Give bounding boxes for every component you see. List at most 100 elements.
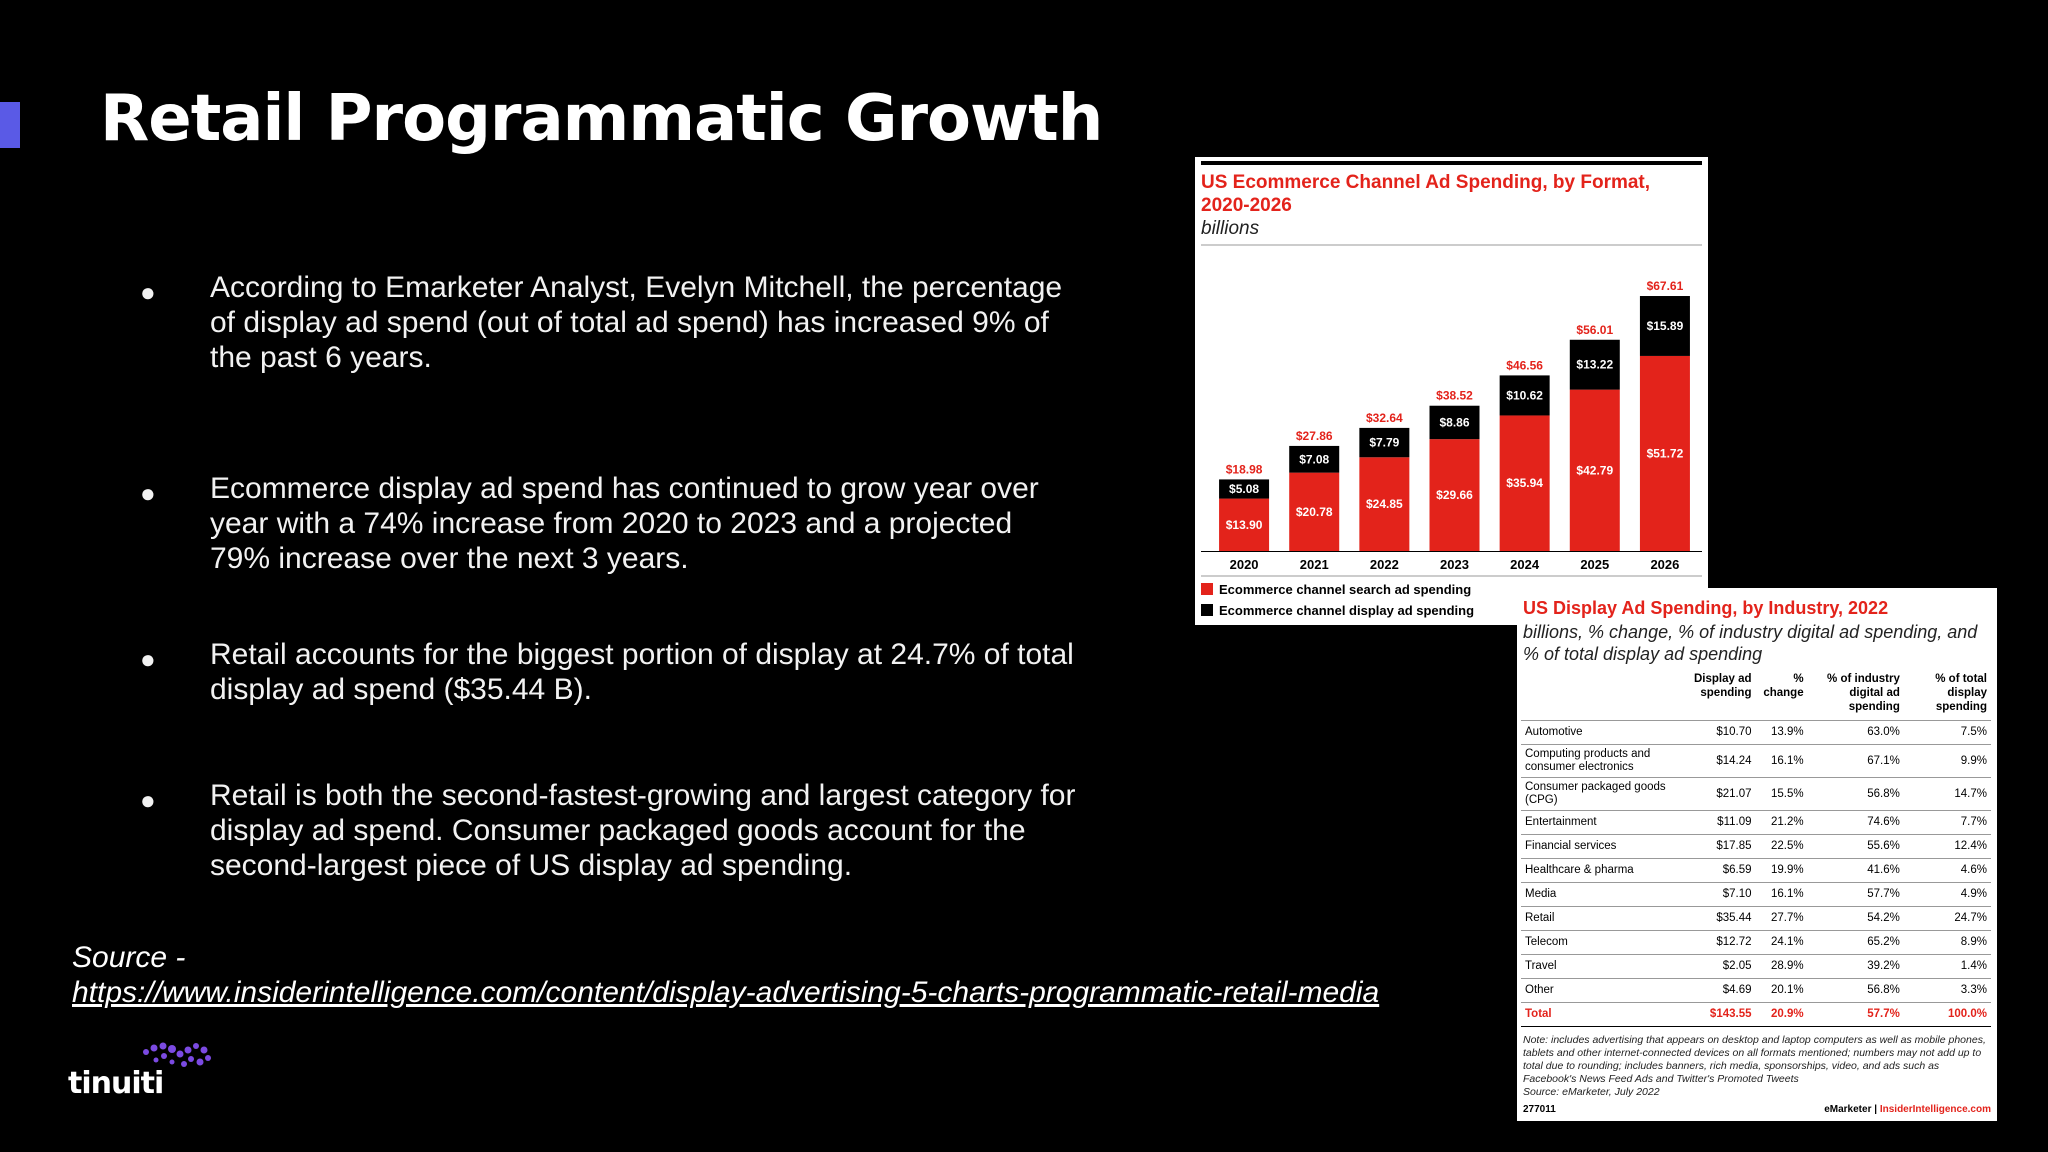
table-cell: $10.70 [1679,720,1756,745]
bullet-dot-icon: ● [140,785,156,815]
row-label: Automotive [1521,720,1679,745]
table-cell: $4.69 [1679,978,1756,1003]
chart-title: US Ecommerce Channel Ad Spending, by For… [1201,172,1651,216]
bar-display [1499,375,1550,416]
row-label: Travel [1521,954,1679,979]
table-cell: 57.7% [1807,882,1904,907]
industry-table: Display ad spending % change % of indust… [1521,670,1991,1027]
table-subtitle: billions, % change, % of industry digita… [1523,622,1978,664]
table-cell: 1.4% [1903,954,1991,979]
bar-search [1289,472,1340,551]
data-label-search: $51.72 [1647,446,1684,460]
legend-swatch [1201,583,1213,595]
table-cell: 16.1% [1755,882,1808,907]
column-header: % of total display spending [1903,670,1991,721]
bar-search [1569,389,1620,551]
column-header: % change [1755,670,1808,721]
data-label-total: $18.98 [1226,462,1263,476]
legend-label: Ecommerce channel display ad spending [1219,603,1474,618]
brand-separator: | [1874,1104,1878,1115]
table-cell: 13.9% [1755,720,1808,745]
bar-chart-svg: $13.90 $5.08 $18.98 2020 $20.78 $7.08 $27.86 20… [1201,244,1702,618]
data-label-total: $46.56 [1506,358,1543,372]
table-cell: 24.7% [1903,906,1991,931]
table-cell: 20.9% [1755,1002,1808,1027]
source-link[interactable]: https://www.insiderintelligence.com/cont… [72,976,1380,1009]
table-cell: 39.2% [1807,954,1904,979]
table-cell: 4.9% [1903,882,1991,907]
bar-display [1639,296,1690,356]
row-label: Total [1521,1002,1679,1027]
data-label-display: $10.62 [1506,388,1543,402]
data-label-total: $27.86 [1296,429,1333,443]
bullet-text: According to Emarketer Analyst, Evelyn M… [210,271,1063,374]
x-tick-label: 2023 [1440,557,1469,572]
bar-display [1289,445,1340,473]
column-header: Display ad spending [1679,670,1756,721]
table-cell: 67.1% [1807,744,1904,778]
data-label-display: $8.86 [1439,415,1469,429]
bullet-dot-icon: ● [140,277,156,307]
bar-display [1569,339,1620,390]
table-cell: 28.9% [1755,954,1808,979]
table-cell: 65.2% [1807,930,1904,955]
table-cell: 41.6% [1807,858,1904,883]
x-tick-label: 2025 [1580,557,1609,572]
table-cell: 3.3% [1903,978,1991,1003]
table-cell: 57.7% [1807,1002,1904,1027]
x-tick-label: 2024 [1510,557,1540,572]
table-cell: 54.2% [1807,906,1904,931]
table-cell: $21.07 [1679,777,1756,811]
logo-mark-icon [143,1042,211,1067]
data-label-total: $56.01 [1576,323,1613,337]
table-cell: $12.72 [1679,930,1756,955]
table-row: Computing products and consumer electron… [1521,744,1991,778]
table-cell: 27.7% [1755,906,1808,931]
bar-search [1429,439,1480,551]
row-label: Telecom [1521,930,1679,955]
table-cell: 21.2% [1755,810,1808,835]
ad-spending-by-format-chart: US Ecommerce Channel Ad Spending, by For… [1195,157,1708,625]
bullet-dot-icon: ● [140,644,156,674]
logo-text: tinuiti [68,1066,164,1101]
chart-id: 277011 [1523,1104,1556,1115]
table-cell: 63.0% [1807,720,1904,745]
table-cell: $14.24 [1679,744,1756,778]
bullet-item: ● Retail is both the second-fastest-growi… [140,778,1080,883]
brand-left: eMarketer [1824,1104,1872,1115]
bullet-text: Ecommerce display ad spend has continued… [210,472,1039,575]
table-cell: 12.4% [1903,834,1991,859]
table-cell: 4.6% [1903,858,1991,883]
source-label: Source - [72,941,186,974]
row-label: Computing products and consumer electron… [1521,744,1679,778]
bar-search [1639,355,1690,551]
row-label: Healthcare & pharma [1521,858,1679,883]
table-cell: 74.6% [1807,810,1904,835]
table-cell: 56.8% [1807,978,1904,1003]
table-cell: 9.9% [1903,744,1991,778]
bullet-text: Retail accounts for the biggest portion … [210,638,1074,706]
data-label-display: $7.08 [1299,452,1329,466]
bar-search [1499,415,1550,551]
column-header: % of industry digital ad spending [1807,670,1904,721]
data-label-search: $29.66 [1436,488,1473,502]
legend-swatch [1201,604,1213,616]
table-cell: 100.0% [1903,1002,1991,1027]
bullet-list: ● According to Emarketer Analyst, Evelyn … [140,270,1080,883]
table-cell: 56.8% [1807,777,1904,811]
table-cell: 22.5% [1755,834,1808,859]
brand-credit: eMarketer | InsiderIntelligence.com [1824,1104,1991,1115]
data-label-search: $42.79 [1576,463,1613,477]
row-label: Other [1521,978,1679,1003]
chart-subtitle: billions [1201,218,1260,239]
table-row: Automotive $10.70 13.9% 63.0% 7.5% [1521,720,1991,745]
table-cell: 8.9% [1903,930,1991,955]
display-spending-by-industry-table: US Display Ad Spending, by Industry, 202… [1517,588,1997,1121]
data-label-search: $13.90 [1226,518,1263,532]
legend-label: Ecommerce channel search ad spending [1219,582,1471,597]
table-row: Media $7.10 16.1% 57.7% 4.9% [1521,882,1991,907]
data-label-total: $32.64 [1366,411,1403,425]
table-row: Consumer packaged goods (CPG) $21.07 15.5%… [1521,777,1991,811]
chart-top-rule [1201,161,1702,165]
data-label-search: $35.94 [1506,476,1543,490]
